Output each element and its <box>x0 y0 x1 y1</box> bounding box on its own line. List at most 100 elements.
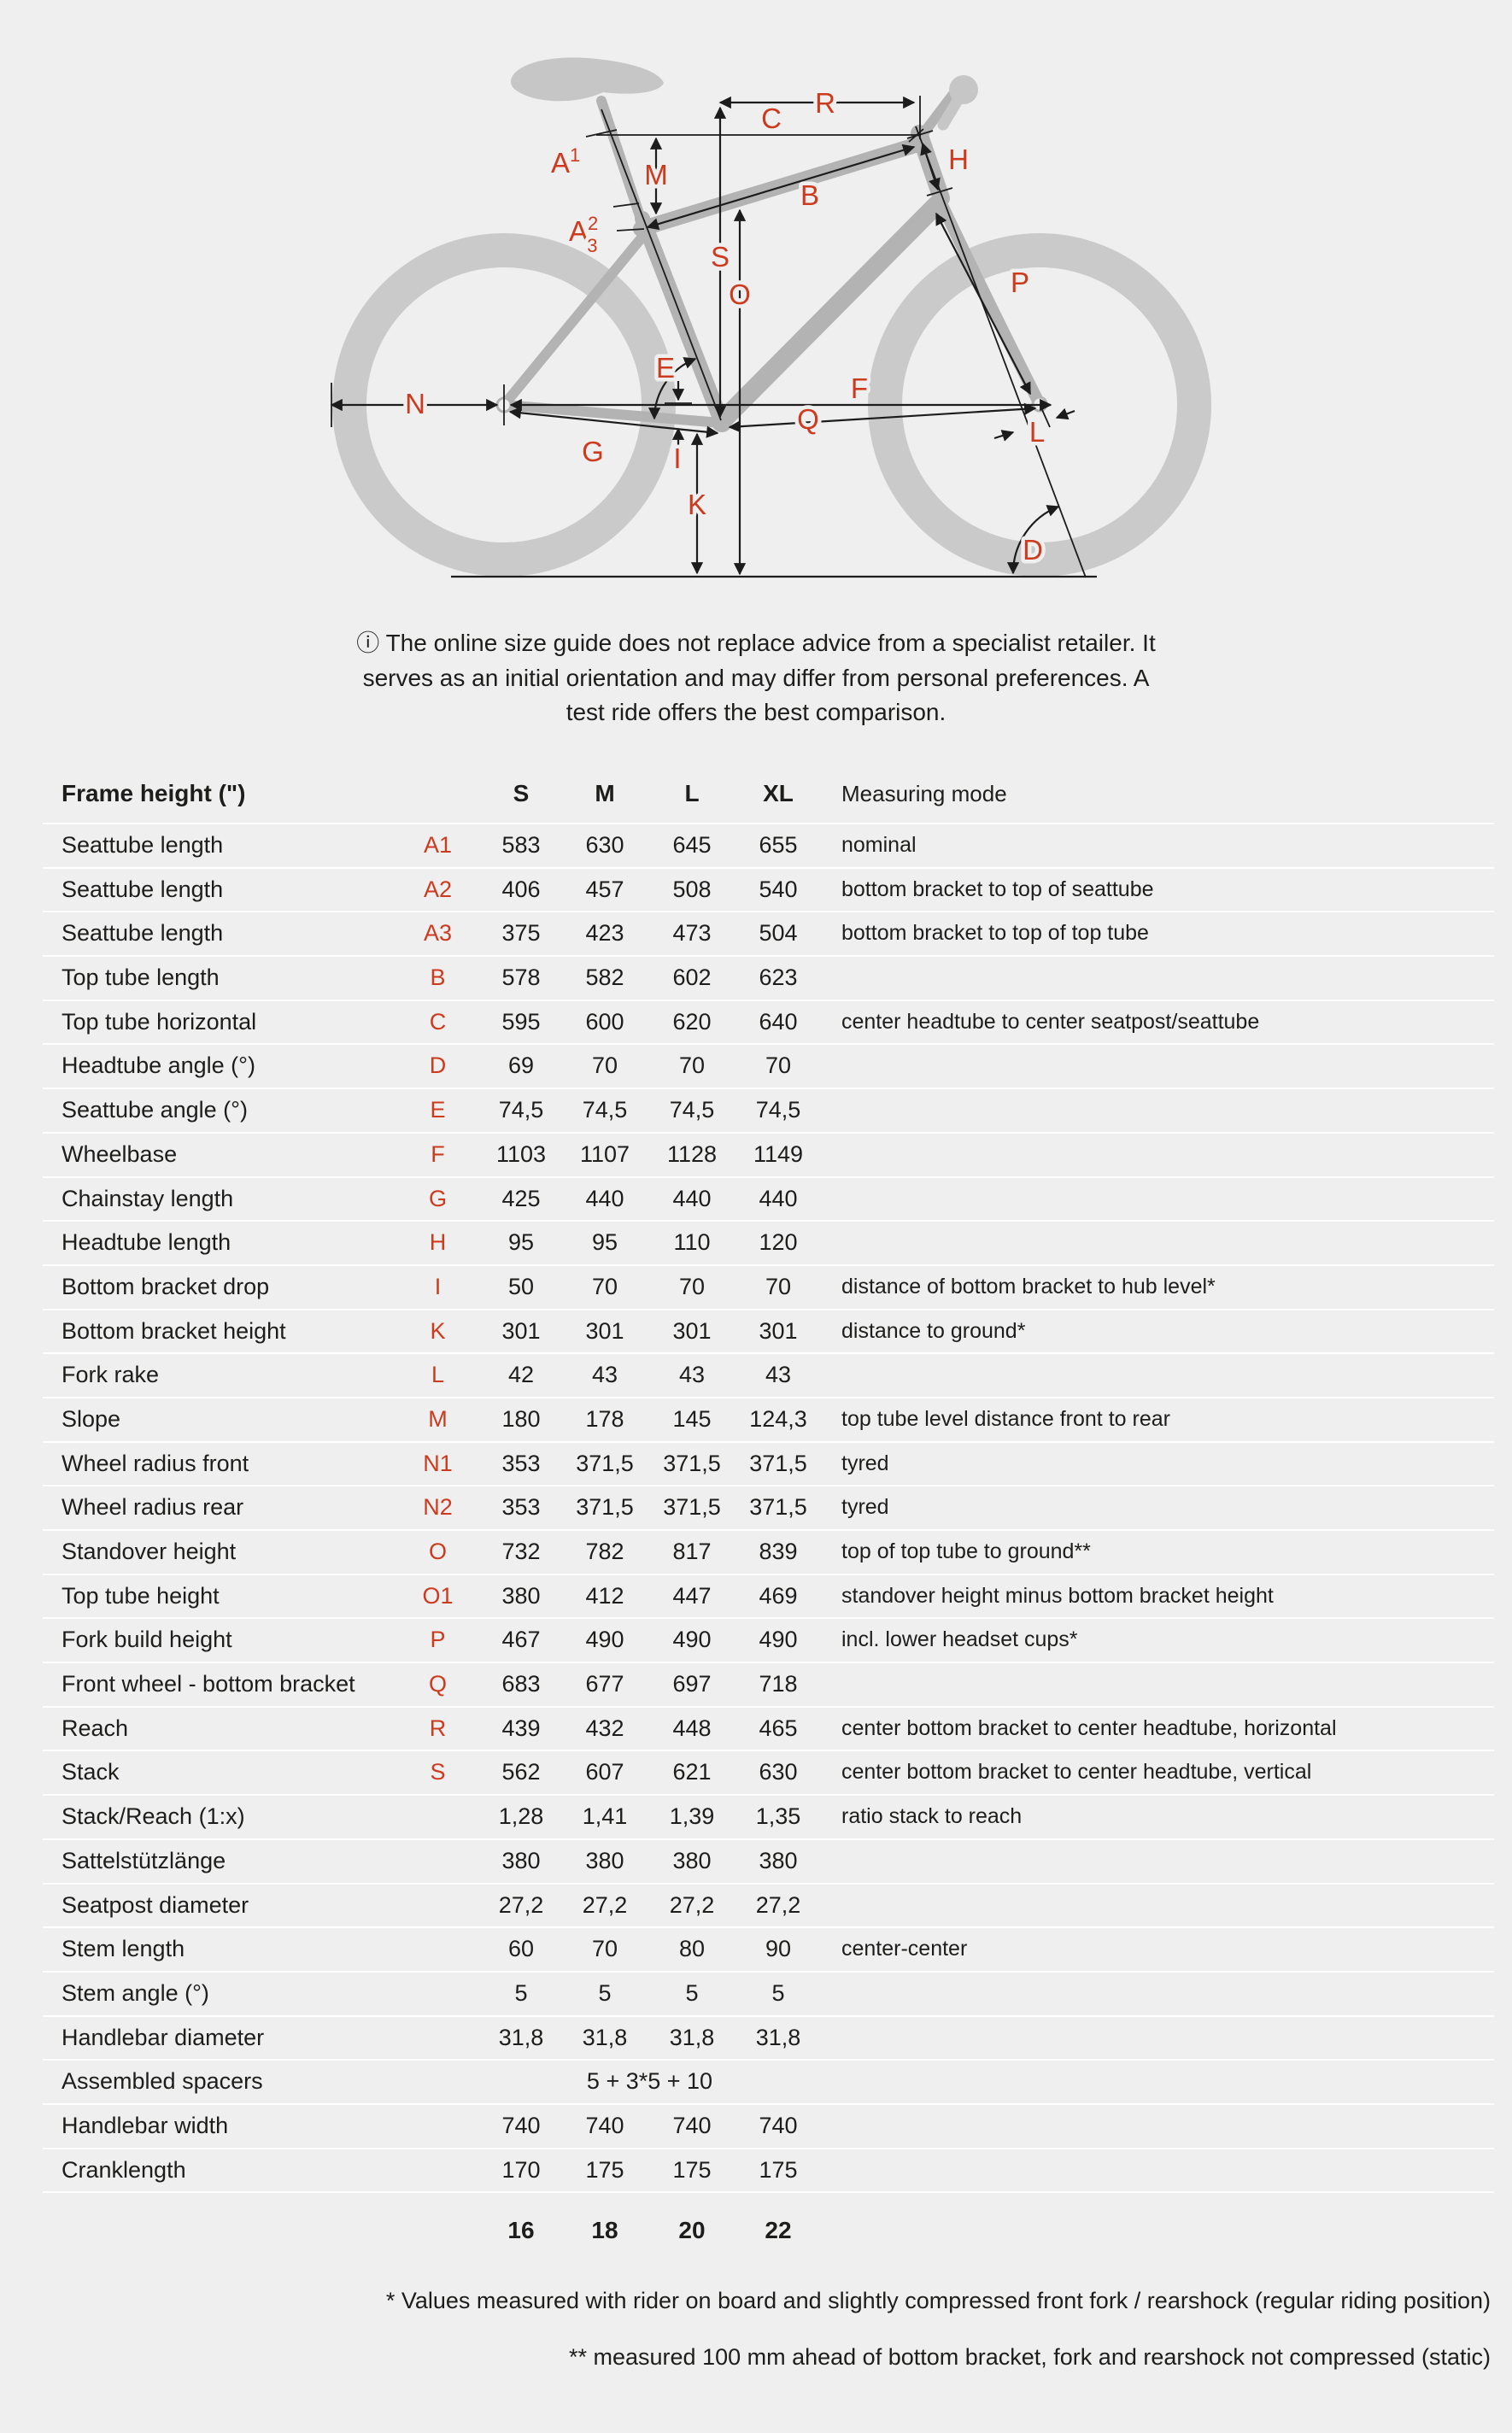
col-header-xl: XL <box>763 780 794 806</box>
row-label: Fork rake <box>62 1362 160 1388</box>
row-value: 43 <box>765 1362 792 1388</box>
label-F: F <box>851 372 868 404</box>
disclaimer-line-3: test ride offers the best comparison. <box>566 699 946 725</box>
row-value: 175 <box>672 2156 712 2183</box>
row-label: Handlebar diameter <box>62 2024 265 2050</box>
label-H: H <box>948 144 969 175</box>
row-value: 74,5 <box>498 1097 544 1123</box>
frame-size-inches: 16 <box>507 2217 535 2244</box>
row-value: 31,8 <box>582 2024 628 2050</box>
row-value: 623 <box>759 964 798 991</box>
row-value: 467 <box>501 1627 541 1653</box>
row-value: 95 <box>507 1229 535 1256</box>
row-value: 621 <box>672 1759 712 1785</box>
row-value: 540 <box>759 876 798 902</box>
row-value: 70 <box>678 1052 706 1079</box>
row-label: Top tube horizontal <box>62 1008 257 1035</box>
table-row: Sattelstützlänge 380 380 380 380 <box>43 1838 1494 1883</box>
saddle <box>511 57 664 102</box>
row-value: 1,39 <box>669 1803 715 1830</box>
row-value: 27,2 <box>498 1891 544 1918</box>
measure-L-left <box>993 430 1015 442</box>
row-label: Seattube length <box>62 876 224 902</box>
row-value: 31,8 <box>498 2024 544 2050</box>
row-code: P <box>430 1627 446 1653</box>
row-code: A1 <box>423 832 453 858</box>
col-header-m: M <box>595 780 615 806</box>
row-value: 27,2 <box>582 1891 628 1918</box>
table-row: Seattube length A1 583 630 645 655 nominal <box>43 823 1494 867</box>
row-measuring-mode: bottom bracket to top of top tube <box>841 921 1149 946</box>
table-row: Stack/Reach (1:x) 1,28 1,41 1,39 1,35 ratio s… <box>43 1794 1494 1838</box>
table-row: Reach R 439 432 448 465 center bottom bracket … <box>43 1705 1494 1750</box>
row-value: 301 <box>759 1317 798 1344</box>
row-value: 43 <box>678 1362 706 1388</box>
row-value: 124,3 <box>749 1405 807 1432</box>
label-L: L <box>1029 416 1045 448</box>
row-value: 110 <box>673 1229 711 1256</box>
diagram-labels: R C A1 M B H A2 3 S O E P N F Q G L I K D <box>401 84 1049 570</box>
row-label: Seattube length <box>62 832 224 858</box>
row-value: 740 <box>501 2112 541 2138</box>
row-label: Seattube length <box>62 920 224 947</box>
row-code: S <box>430 1759 446 1785</box>
geometry-table: Frame height (") S M L XL Measuring mode… <box>43 765 1494 2268</box>
row-label: Seattube angle (°) <box>62 1097 248 1123</box>
table-row: Seattube angle (°) E 74,5 74,5 74,5 74,5 <box>43 1088 1494 1132</box>
table-row: Wheel radius rear N2 353 371,5 371,5 371,5 tyr… <box>43 1485 1494 1529</box>
row-code: D <box>429 1052 447 1079</box>
row-value: 582 <box>585 964 624 991</box>
disclaimer-text: The online size guide does not replace a… <box>385 630 1156 656</box>
row-value: 380 <box>501 1847 541 1873</box>
table-row: Top tube height O1 380 412 447 469 standover h… <box>43 1573 1494 1618</box>
row-measuring-mode: incl. lower headset cups* <box>841 1627 1078 1652</box>
row-label: Standover height <box>62 1539 237 1564</box>
row-value: 640 <box>759 1008 798 1035</box>
row-value: 371,5 <box>663 1450 721 1476</box>
measurement-lines <box>330 96 1097 578</box>
measure-D-arc <box>1006 505 1060 575</box>
row-measuring-mode: tyred <box>841 1495 889 1520</box>
label-O: O <box>729 278 751 310</box>
row-value: 440 <box>759 1185 798 1211</box>
row-value: 380 <box>672 1847 712 1873</box>
row-code: R <box>429 1715 447 1741</box>
row-value: 145 <box>672 1405 712 1432</box>
row-value: 490 <box>759 1627 798 1653</box>
frame-size-inches: 18 <box>591 2217 618 2244</box>
row-code: A2 <box>423 876 453 902</box>
row-measuring-mode: tyred <box>841 1451 889 1475</box>
table-row: Wheelbase F 1103 1107 1128 1149 <box>43 1131 1494 1176</box>
row-value: 490 <box>585 1627 624 1653</box>
disclaimer-line-2: serves as an initial orientation and may… <box>362 665 1150 691</box>
row-code: B <box>430 964 446 991</box>
row-value: 602 <box>672 964 712 991</box>
row-value: 90 <box>765 1936 792 1962</box>
table-row: Headtube length H 95 95 110 120 <box>43 1220 1494 1264</box>
label-Q: Q <box>797 403 819 435</box>
row-label: Seatpost diameter <box>62 1891 249 1918</box>
row-measuring-mode: ratio stack to reach <box>841 1804 1023 1829</box>
size-guide-disclaimer: ⓘ The online size guide does not replace… <box>0 626 1512 730</box>
row-label: Headtube angle (°) <box>62 1052 255 1079</box>
footnotes: * Values measured with rider on board an… <box>386 2272 1491 2385</box>
table-row: Seatpost diameter 27,2 27,2 27,2 27,2 <box>43 1882 1494 1927</box>
label-N: N <box>405 388 425 419</box>
label-D: D <box>1023 534 1043 566</box>
bike-geometry-diagram: R C A1 M B H A2 3 S O E P N F Q G L I K D <box>330 57 1211 578</box>
row-value: 301 <box>585 1317 624 1344</box>
table-row: Handlebar width 740 740 740 740 <box>43 2102 1494 2148</box>
row-value: 697 <box>672 1671 712 1697</box>
measure-Q <box>728 402 1037 433</box>
row-value: 1,35 <box>755 1803 801 1830</box>
row-value: 1107 <box>579 1140 630 1167</box>
table-row: Assembled spacers 5 + 3*5 + 10 <box>43 2059 1494 2103</box>
row-value: 371,5 <box>576 1450 634 1476</box>
footnote-double-asterisk: ** measured 100 mm ahead of bottom brack… <box>568 2344 1491 2370</box>
row-value: 5 <box>514 1979 528 2006</box>
table-row: Chainstay length G 425 440 440 440 <box>43 1175 1494 1221</box>
table-row: Headtube angle (°) D 69 70 70 70 <box>43 1043 1494 1088</box>
row-value: 448 <box>672 1715 712 1741</box>
row-label: Top tube length <box>62 964 220 991</box>
row-measuring-mode: bottom bracket to top of seattube <box>841 876 1154 901</box>
